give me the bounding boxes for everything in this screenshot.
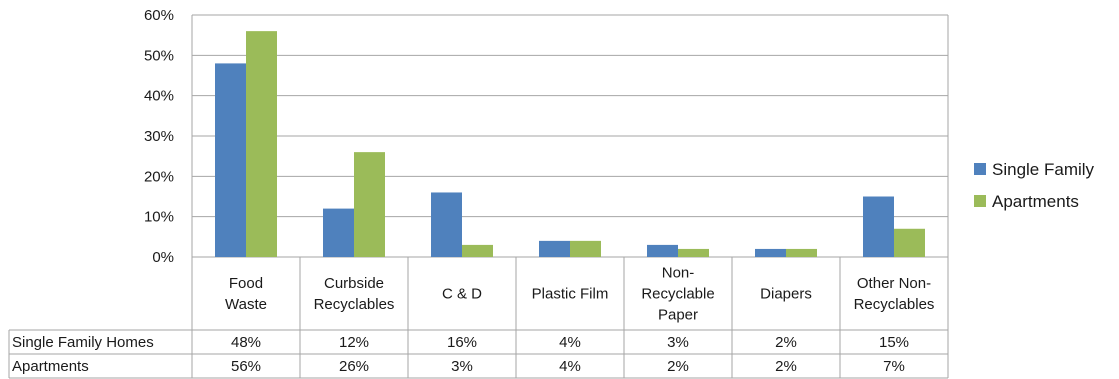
bar — [647, 244, 678, 257]
table-row-label: Apartments — [12, 358, 89, 375]
bar — [755, 248, 786, 257]
y-tick-label: 30% — [144, 128, 174, 145]
bar — [863, 196, 894, 257]
table-cell: 48% — [231, 334, 261, 351]
legend-label: Single Family — [992, 160, 1095, 179]
table-row-label: Single Family Homes — [12, 334, 154, 351]
bar — [431, 192, 462, 257]
table-cell: 2% — [775, 358, 797, 375]
table-cell: 4% — [559, 358, 581, 375]
table-cell: 26% — [339, 358, 369, 375]
x-category-label: Diapers — [760, 286, 812, 303]
bar — [323, 208, 354, 257]
x-category-label: Paper — [658, 307, 698, 324]
x-category-label: Other Non- — [857, 275, 931, 292]
bar — [678, 248, 709, 257]
bar — [539, 240, 570, 257]
table-cell: 3% — [667, 334, 689, 351]
y-tick-label: 0% — [152, 249, 174, 266]
x-category-label: Food — [229, 275, 263, 292]
y-tick-label: 40% — [144, 88, 174, 105]
x-category-label: Curbside — [324, 275, 384, 292]
table-cell: 56% — [231, 358, 261, 375]
x-category-label: Recyclable — [641, 286, 714, 303]
y-tick-label: 60% — [144, 7, 174, 24]
table-cell: 7% — [883, 358, 905, 375]
table-cell: 2% — [775, 334, 797, 351]
x-category-label: Plastic Film — [532, 286, 609, 303]
legend-label: Apartments — [992, 192, 1079, 211]
legend-swatch — [974, 163, 986, 175]
bar — [462, 244, 493, 257]
x-category-label: Recyclables — [854, 296, 935, 313]
bar — [215, 63, 246, 258]
y-tick-label: 20% — [144, 168, 174, 185]
legend-swatch — [974, 195, 986, 207]
table-cell: 3% — [451, 358, 473, 375]
bar — [570, 240, 601, 257]
table-cell: 16% — [447, 334, 477, 351]
bar — [354, 152, 385, 257]
table-cell: 4% — [559, 334, 581, 351]
bar — [786, 248, 817, 257]
x-category-label: C & D — [442, 286, 482, 303]
bar — [246, 31, 277, 258]
table-cell: 12% — [339, 334, 369, 351]
bar — [894, 228, 925, 257]
x-category-label: Recyclables — [314, 296, 395, 313]
table-cell: 2% — [667, 358, 689, 375]
table-cell: 15% — [879, 334, 909, 351]
y-tick-label: 50% — [144, 47, 174, 64]
x-category-label: Non- — [662, 265, 695, 282]
y-tick-label: 10% — [144, 209, 174, 226]
x-category-label: Waste — [225, 296, 267, 313]
